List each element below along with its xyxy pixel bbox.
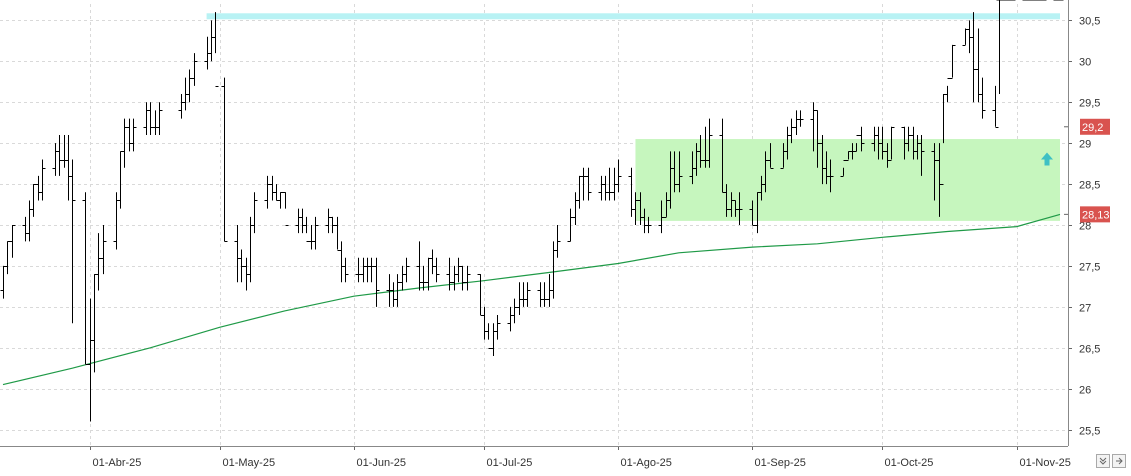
value-labels: 29,2 28,13 bbox=[1041, 118, 1110, 223]
y-tick-label: 28 bbox=[1079, 221, 1091, 233]
price-bars bbox=[0, 0, 1064, 422]
last-price-badge bbox=[1080, 118, 1110, 135]
ohlc-bar bbox=[156, 102, 163, 135]
ohlc-bar bbox=[524, 282, 531, 307]
ohlc-bar bbox=[221, 77, 228, 242]
resistance-line bbox=[206, 13, 1060, 20]
x-tick-label: 01-Ago-25 bbox=[621, 457, 672, 469]
ohlc-bar bbox=[251, 192, 258, 234]
ohlc-bar bbox=[797, 110, 804, 127]
ohlc-bar bbox=[615, 159, 622, 193]
ohlc-bar bbox=[312, 216, 319, 250]
ohlc-bar bbox=[494, 315, 501, 340]
ohlc-bar bbox=[888, 126, 895, 161]
y-tick-label: 29 bbox=[1079, 139, 1091, 151]
scroll-right-button[interactable] bbox=[1112, 454, 1126, 468]
axes: 25,5 26 26,5 27 27,5 28 28,5 29 29,5 30 30,5 01-Abr… bbox=[0, 0, 1100, 469]
y-tick-label: 26 bbox=[1079, 385, 1091, 397]
last-price-text: 29,2 bbox=[1082, 122, 1103, 134]
y-tick-label: 30,5 bbox=[1079, 16, 1100, 28]
arrow-right-icon bbox=[1116, 457, 1123, 465]
scroll-left-button[interactable] bbox=[1096, 454, 1110, 468]
x-tick-label: 01-Jun-25 bbox=[357, 457, 407, 469]
moving-average-value-text: 28,13 bbox=[1082, 209, 1110, 221]
ohlc-bar bbox=[827, 159, 834, 193]
ohlc-bar bbox=[979, 77, 986, 119]
ohlc-bar bbox=[585, 167, 592, 201]
ohlc-bar bbox=[918, 134, 925, 176]
y-tick-label: 25,5 bbox=[1079, 426, 1100, 438]
ohlc-bar bbox=[767, 143, 774, 169]
ohlc-bar bbox=[39, 159, 46, 201]
range-box bbox=[635, 139, 1060, 221]
ohlc-bar bbox=[9, 225, 16, 258]
moving-average-value-badge bbox=[1080, 206, 1110, 223]
ohlc-bar bbox=[433, 257, 440, 283]
ohlc-bar bbox=[191, 53, 198, 86]
y-tick-label: 29,5 bbox=[1079, 98, 1100, 110]
x-tick-label: 01-Nov-25 bbox=[1020, 457, 1071, 469]
ohlc-bar bbox=[858, 126, 865, 152]
y-tick-label: 28,5 bbox=[1079, 180, 1100, 192]
x-tick-label: 01-Abr-25 bbox=[93, 457, 142, 469]
x-tick-label: 01-Jul-25 bbox=[487, 457, 533, 469]
ohlc-bar bbox=[676, 151, 683, 193]
resistance-layer bbox=[206, 13, 1060, 20]
x-tick-label: 01-Oct-25 bbox=[885, 457, 934, 469]
x-tick-label: 01-Sep-25 bbox=[755, 457, 806, 469]
ohlc-bar bbox=[736, 192, 743, 225]
moving-average-line bbox=[2, 213, 1061, 386]
ohlc-bar bbox=[992, 85, 999, 128]
ohlc-bar bbox=[645, 216, 652, 234]
ohlc-bar bbox=[69, 159, 76, 324]
ohlc-bar bbox=[706, 118, 713, 168]
ohlc-bar bbox=[100, 225, 107, 275]
chevron-double-down-icon bbox=[1099, 457, 1107, 465]
y-tick-label: 26,5 bbox=[1079, 344, 1100, 356]
ohlc-bar bbox=[949, 44, 956, 79]
y-tick-label: 27 bbox=[1079, 303, 1091, 315]
moving-average-layer bbox=[2, 213, 1061, 386]
arrow-up-icon bbox=[1041, 152, 1054, 166]
ohlc-bar bbox=[342, 257, 349, 283]
ohlc-bar bbox=[282, 192, 289, 226]
range-box-layer bbox=[635, 139, 1060, 221]
ohlc-bar bbox=[373, 257, 380, 307]
ohlc-bar bbox=[130, 118, 137, 152]
ohlc-bar bbox=[996, 0, 1003, 95]
y-tick-label: 27,5 bbox=[1079, 262, 1100, 274]
ohlc-bar bbox=[464, 265, 471, 291]
ohlc-bar bbox=[212, 12, 219, 87]
ohlc-bar bbox=[554, 225, 561, 258]
y-tick-label: 30 bbox=[1079, 57, 1091, 69]
x-tick-label: 01-May-25 bbox=[223, 457, 276, 469]
ohlc-bar bbox=[403, 257, 410, 283]
